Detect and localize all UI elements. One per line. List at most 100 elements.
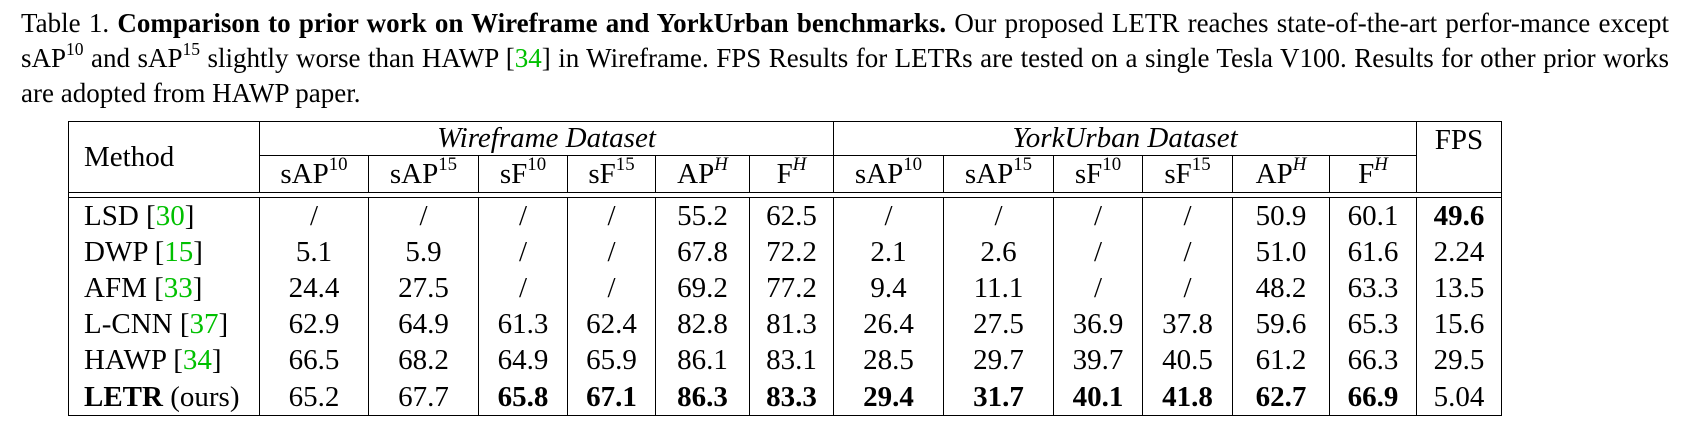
metric-header: sAP10	[833, 153, 944, 193]
value-cell: 29.5	[1416, 342, 1502, 379]
separator-row	[68, 192, 1502, 198]
caption-label: Table 1.	[21, 8, 110, 38]
value-cell: /	[1142, 197, 1233, 235]
fps-header: FPS	[1416, 121, 1502, 193]
metric-base: F	[776, 157, 793, 190]
value-cell: /	[368, 197, 479, 235]
value-cell: 50.9	[1232, 197, 1330, 235]
method-name: LETR	[84, 380, 163, 413]
value-cell: 59.6	[1232, 306, 1330, 343]
metric-base: sF	[499, 157, 528, 190]
header-row-datasets: Method Wireframe Dataset YorkUrban Datas…	[68, 121, 1502, 193]
value-cell: 69.2	[655, 270, 750, 307]
metric-sup: H	[1374, 153, 1388, 175]
caption-ref-link[interactable]: 34	[514, 43, 542, 73]
metric-sup: H	[1292, 153, 1307, 175]
value-cell: 61.2	[1232, 342, 1330, 379]
results-table: Method Wireframe Dataset YorkUrban Datas…	[68, 121, 1502, 417]
table-row: AFM [33] 24.4 27.5//69.2 77.2 9.4 11.1//48.2 6…	[68, 270, 1502, 307]
caption-sup-2: 15	[182, 39, 201, 59]
value-cell: 5.9	[368, 234, 479, 271]
value-cell: 67.1	[567, 378, 656, 416]
value-cell: 83.1	[749, 342, 834, 379]
table-row: L-CNN [37] 62.9 64.9 61.3 62.4 82.8 81.3 26.4 27…	[68, 306, 1502, 343]
value-cell: 64.9	[368, 306, 479, 343]
value-cell: 36.9	[1053, 306, 1143, 343]
citation-link[interactable]: 34	[182, 344, 212, 377]
value-cell: /	[478, 270, 568, 307]
metric-base: sAP	[280, 157, 329, 190]
metric-header: APH	[1232, 153, 1330, 193]
metric-sup: 10	[903, 153, 923, 175]
value-cell: /	[478, 197, 568, 235]
citation-link[interactable]: 37	[189, 308, 219, 341]
value-cell: 65.2	[259, 378, 369, 416]
metric-sup: 10	[527, 153, 547, 175]
value-cell: 55.2	[655, 197, 750, 235]
value-cell: /	[478, 234, 568, 271]
method-cell: HAWP [34]	[68, 342, 260, 379]
value-cell: /	[1142, 270, 1233, 307]
value-cell: /	[567, 270, 656, 307]
table-body: LSD [30] / / //55.2 62.5// //50.9 60.1 49.6 DWP …	[68, 197, 1502, 416]
caption-text-2: and sAP	[91, 43, 183, 73]
table-gap	[68, 192, 1502, 198]
value-cell: 82.8	[655, 306, 750, 343]
value-cell: 64.9	[478, 342, 568, 379]
value-cell: /	[1053, 197, 1143, 235]
value-cell: 41.8	[1142, 378, 1233, 416]
citation-link[interactable]: 30	[155, 199, 185, 232]
metric-header: FH	[1329, 153, 1417, 193]
metric-header: sAP10	[259, 155, 369, 193]
method-cell: LSD [30]	[68, 197, 260, 235]
method-name: AFM	[84, 271, 147, 304]
value-cell: /	[1053, 234, 1143, 271]
value-cell: 81.3	[749, 306, 834, 343]
value-cell: 68.2	[368, 342, 479, 379]
value-cell: 29.4	[833, 378, 944, 416]
value-cell: 48.2	[1232, 270, 1330, 307]
method-header: Method	[68, 121, 260, 193]
value-cell: 40.1	[1053, 378, 1143, 416]
value-cell: 29.7	[943, 342, 1054, 379]
metric-header: APH	[655, 153, 750, 193]
value-cell: 60.1	[1329, 197, 1417, 235]
metric-sup: H	[714, 153, 728, 175]
value-cell: 65.3	[1329, 306, 1417, 343]
caption-text-4: ] in Wireframe. FPS Results for LETRs ar…	[21, 43, 1670, 108]
metric-header: sAP15	[368, 153, 479, 193]
metric-sup: 15	[615, 153, 635, 175]
value-cell: 65.8	[478, 378, 568, 416]
value-cell: 2.24	[1416, 234, 1502, 271]
value-cell: 11.1	[943, 270, 1054, 307]
method-cell: L-CNN [37]	[68, 306, 260, 343]
value-cell: 63.3	[1329, 270, 1417, 307]
separator-cell	[68, 192, 1502, 198]
caption-sup-1: 10	[66, 39, 84, 59]
metric-base: sF	[1164, 157, 1192, 190]
value-cell: /	[259, 197, 369, 235]
value-cell: 24.4	[259, 270, 369, 307]
method-name: LSD	[84, 199, 139, 232]
value-cell: 27.5	[943, 306, 1054, 343]
value-cell: 15.6	[1416, 306, 1502, 343]
value-cell: 2.6	[943, 234, 1054, 271]
citation-link[interactable]: 33	[163, 271, 193, 304]
citation-link[interactable]: 15	[164, 235, 194, 268]
method-name: DWP	[84, 235, 148, 268]
value-cell: 77.2	[749, 270, 834, 307]
value-cell: /	[567, 197, 656, 235]
metric-base: sAP	[389, 157, 439, 190]
value-cell: 5.04	[1416, 378, 1502, 416]
table-row: HAWP [34] 66.5 68.2 64.9 65.9 86.1 83.1 28.5 29.…	[68, 342, 1502, 379]
table-caption: Table 1. Comparison to prior work on Wir…	[21, 6, 1669, 111]
value-cell: 61.3	[478, 306, 568, 343]
metric-sup: 10	[1102, 153, 1122, 175]
metric-sup: 15	[438, 153, 458, 175]
results-table-wrap: Method Wireframe Dataset YorkUrban Datas…	[68, 121, 1502, 417]
value-cell: 66.3	[1329, 342, 1417, 379]
value-cell: 51.0	[1232, 234, 1330, 271]
value-cell: /	[1053, 270, 1143, 307]
value-cell: 9.4	[833, 270, 944, 307]
